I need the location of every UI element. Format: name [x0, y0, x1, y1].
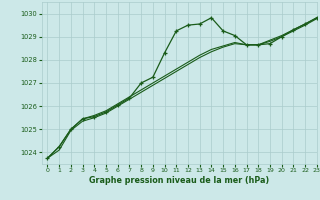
X-axis label: Graphe pression niveau de la mer (hPa): Graphe pression niveau de la mer (hPa) [89, 176, 269, 185]
